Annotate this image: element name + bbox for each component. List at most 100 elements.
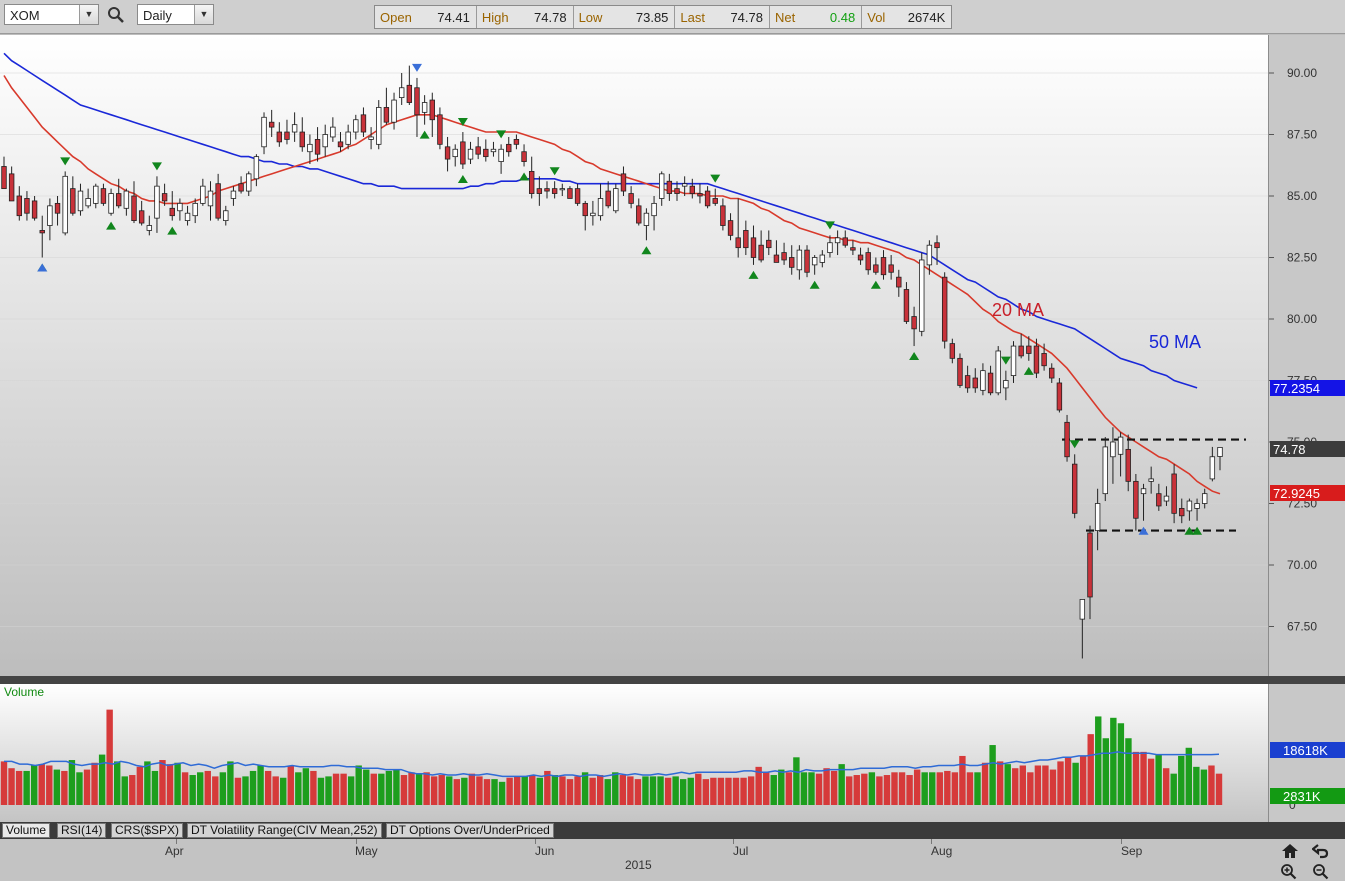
volume-bar — [989, 745, 996, 805]
volume-bar — [634, 779, 642, 805]
candle — [957, 353, 963, 388]
candle — [8, 166, 15, 202]
candle-body — [444, 146, 451, 160]
volume-bar — [1125, 738, 1132, 805]
tab-crs[interactable]: CRS($SPX) — [111, 823, 184, 838]
volume-bar — [846, 776, 853, 805]
volume-bar — [996, 761, 1004, 805]
candle — [460, 132, 466, 169]
volume-bar — [1102, 738, 1110, 805]
candle-body — [1087, 532, 1093, 598]
candle — [995, 346, 1001, 396]
volume-bar — [272, 776, 279, 805]
ma20-label: 20 MA — [992, 300, 1044, 320]
candle-body — [398, 87, 405, 98]
price-chart[interactable]: 20 MA 50 MA — [0, 35, 1268, 676]
volume-bar — [53, 769, 61, 805]
candle — [919, 252, 925, 337]
undo-icon[interactable] — [1312, 843, 1330, 859]
volume-bar — [159, 760, 166, 805]
candle — [605, 181, 611, 209]
buy-signal-marker — [909, 352, 920, 361]
candle — [1117, 432, 1124, 477]
tab-volume[interactable]: Volume — [2, 823, 51, 838]
volume-bar — [1027, 772, 1034, 805]
volume-bar — [785, 772, 793, 805]
chevron-down-icon[interactable]: ▼ — [79, 5, 98, 24]
candle-body — [131, 195, 137, 222]
volume-bar — [936, 772, 943, 805]
volume-bar — [264, 770, 272, 805]
candle — [941, 272, 948, 349]
volume-bar — [740, 777, 747, 805]
candle-body — [291, 124, 298, 133]
tab-rsi[interactable]: RSI(14) — [57, 823, 107, 838]
candle — [1026, 336, 1032, 361]
candle-body — [964, 375, 971, 389]
candle-body — [276, 131, 283, 143]
volume-bar — [151, 770, 159, 805]
candle-body — [138, 210, 145, 224]
candle — [1102, 437, 1108, 502]
candle — [536, 176, 543, 206]
volume-chart[interactable]: Volume — [0, 684, 1268, 822]
candle — [743, 220, 749, 256]
candle — [437, 107, 443, 150]
candle-body — [597, 198, 604, 217]
candle-body — [590, 212, 596, 217]
volume-bar — [212, 776, 219, 805]
symbol-combobox[interactable]: XOM ▼ — [4, 4, 99, 25]
candle-body — [987, 372, 994, 394]
candle-body — [750, 237, 757, 258]
candle-body — [207, 190, 214, 207]
candle-body — [659, 173, 665, 199]
candle-body — [934, 242, 940, 249]
volume-bar — [1155, 754, 1162, 805]
candle — [353, 114, 359, 140]
volume-bar — [287, 765, 294, 805]
candle — [1064, 414, 1070, 462]
month-tick — [733, 839, 734, 844]
candle — [421, 95, 428, 125]
candle — [773, 240, 780, 263]
candle-body — [1049, 367, 1055, 379]
candle — [1049, 363, 1055, 383]
open-label: Open — [380, 9, 412, 25]
candle — [253, 154, 260, 187]
search-icon[interactable] — [107, 6, 125, 24]
volume-bar — [687, 777, 694, 805]
candle — [169, 191, 175, 221]
volume-bar — [823, 768, 830, 805]
volume-bar — [363, 769, 370, 805]
net-label: Net — [775, 9, 796, 25]
zoom-out-icon[interactable] — [1312, 863, 1329, 880]
candle-body — [865, 252, 871, 271]
candle — [337, 132, 344, 152]
candle-body — [513, 139, 520, 145]
candle-body — [8, 173, 15, 202]
interval-combobox[interactable]: Daily ▼ — [137, 4, 214, 25]
buy-signal-marker — [870, 280, 881, 289]
home-icon[interactable] — [1281, 843, 1299, 859]
pane-separator[interactable] — [0, 676, 1345, 684]
zoom-in-icon[interactable] — [1280, 863, 1297, 880]
volume-value-tag: 2831K — [1270, 788, 1345, 804]
candle-body — [31, 200, 38, 219]
candle-body — [192, 202, 198, 217]
time-axis: Apr May Jun Jul Aug Sep 2015 — [0, 839, 1345, 881]
candle-body — [582, 202, 588, 217]
candle-body — [605, 190, 611, 207]
candle-body — [766, 239, 772, 249]
volume-bar — [1162, 768, 1170, 805]
chevron-down-icon[interactable]: ▼ — [194, 5, 213, 24]
candle-body — [819, 254, 826, 263]
candle — [827, 235, 833, 258]
candle — [322, 124, 328, 157]
candle-body — [337, 141, 344, 148]
tab-dt-volatility-range[interactable]: DT Volatility Range(CIV Mean,252) — [187, 823, 382, 838]
candle-body — [957, 357, 963, 386]
candle — [659, 171, 665, 206]
tab-dt-options[interactable]: DT Options Over/UnderPriced — [386, 823, 554, 838]
volume-bar — [657, 776, 664, 805]
candle — [666, 173, 673, 201]
